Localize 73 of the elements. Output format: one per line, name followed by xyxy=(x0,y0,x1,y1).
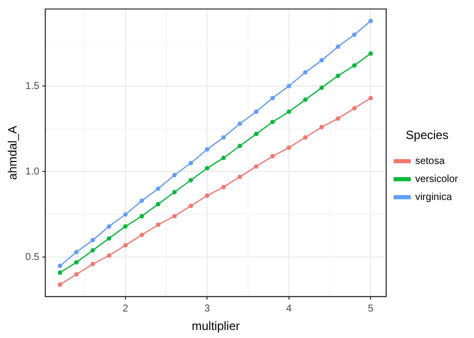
point xyxy=(156,202,160,206)
point xyxy=(286,145,292,150)
point xyxy=(74,260,79,265)
point xyxy=(270,120,275,124)
point xyxy=(336,44,340,49)
point xyxy=(90,248,95,253)
point xyxy=(140,232,144,238)
point xyxy=(303,98,308,102)
point xyxy=(238,122,242,126)
point xyxy=(172,172,177,178)
point xyxy=(74,272,79,277)
point xyxy=(188,204,194,208)
point xyxy=(204,193,210,198)
point xyxy=(336,74,340,78)
point xyxy=(368,51,373,56)
point xyxy=(74,250,79,254)
point xyxy=(221,184,226,190)
point xyxy=(221,135,226,140)
point xyxy=(238,174,242,179)
point xyxy=(270,154,275,158)
y-tick-label: 1.0 xyxy=(25,166,40,178)
legend-title: Species xyxy=(406,128,448,142)
y-tick-label: 0.5 xyxy=(25,252,40,263)
point xyxy=(156,222,160,227)
point xyxy=(172,214,177,218)
x-axis-title: multiplier xyxy=(192,319,240,334)
point xyxy=(303,135,308,140)
point xyxy=(204,147,210,152)
point xyxy=(106,236,112,241)
point xyxy=(140,214,144,218)
point xyxy=(352,106,357,110)
point xyxy=(188,160,194,166)
point xyxy=(156,186,160,191)
point xyxy=(270,96,275,100)
point xyxy=(58,270,62,275)
point xyxy=(254,132,258,136)
point xyxy=(352,32,357,37)
point xyxy=(286,110,292,114)
point xyxy=(319,124,324,130)
point xyxy=(238,144,242,148)
legend-label: versicolor xyxy=(415,174,459,185)
point xyxy=(254,110,258,114)
point xyxy=(368,96,373,100)
x-tick-label: 5 xyxy=(368,303,374,314)
x-tick-label: 2 xyxy=(122,303,129,314)
y-tick-label: 1.5 xyxy=(25,80,40,92)
legend-label: setosa xyxy=(415,156,446,167)
point xyxy=(58,264,62,268)
point xyxy=(303,70,308,75)
point xyxy=(90,238,95,242)
point xyxy=(188,178,194,182)
point xyxy=(319,58,324,63)
point xyxy=(352,63,357,68)
point xyxy=(106,224,112,229)
point xyxy=(123,243,128,248)
point xyxy=(336,116,340,121)
point xyxy=(368,18,373,24)
point xyxy=(319,86,324,90)
point xyxy=(140,198,144,203)
point xyxy=(123,224,128,229)
x-tick-label: 3 xyxy=(204,303,210,314)
point xyxy=(58,282,62,287)
x-tick-label: 4 xyxy=(286,303,292,314)
point xyxy=(123,212,128,217)
point xyxy=(90,262,95,266)
point xyxy=(204,166,210,170)
point xyxy=(106,253,112,258)
point xyxy=(286,84,292,88)
legend-label: virginica xyxy=(415,192,452,203)
point xyxy=(221,156,226,160)
point xyxy=(172,190,177,194)
y-axis-title: ahmdal_A xyxy=(6,126,20,180)
point xyxy=(254,164,258,169)
